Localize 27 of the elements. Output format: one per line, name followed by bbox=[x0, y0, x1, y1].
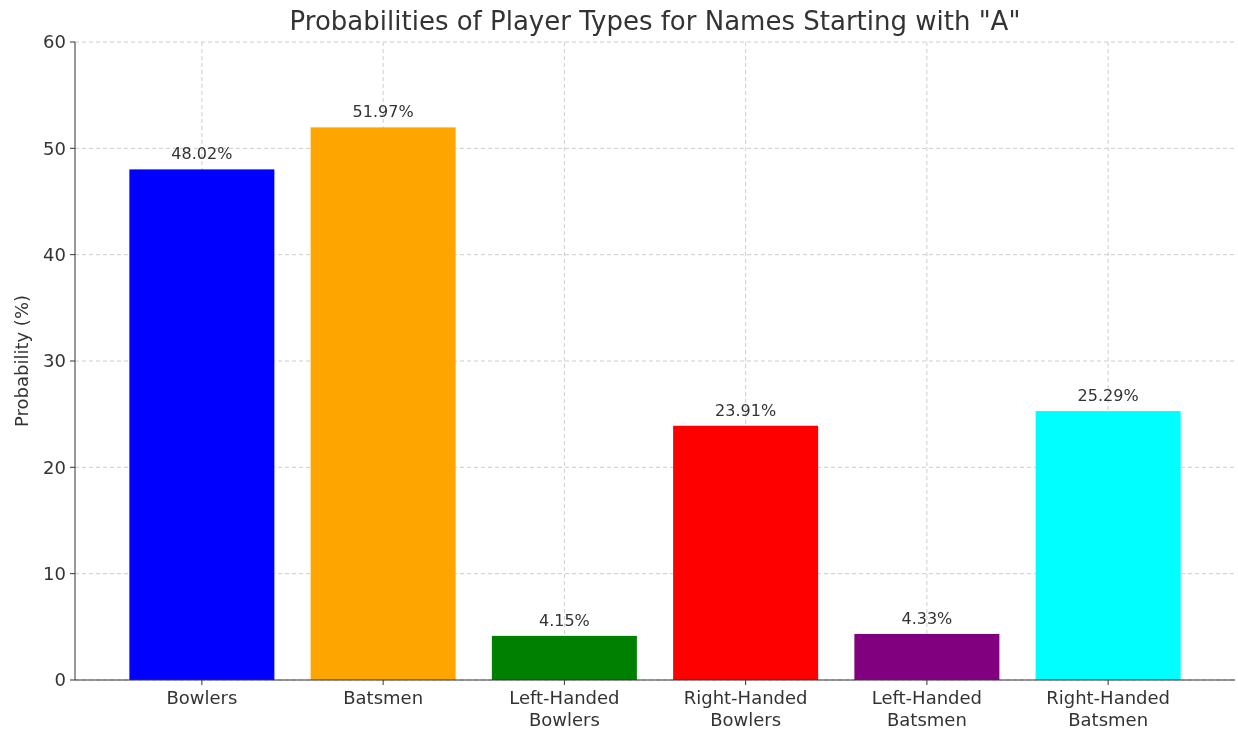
data-label: 4.33% bbox=[901, 608, 953, 628]
bar bbox=[673, 425, 819, 680]
y-tick-label: 50 bbox=[43, 137, 66, 159]
bar bbox=[129, 169, 275, 680]
y-tick-label: 40 bbox=[43, 243, 66, 265]
bar bbox=[854, 633, 1000, 680]
y-tick-label: 20 bbox=[43, 456, 66, 478]
data-label: 4.15% bbox=[538, 610, 590, 630]
x-tick-label: Left-Handed Batsmen bbox=[871, 687, 983, 730]
x-tick-label: Right-Handed Batsmen bbox=[1046, 687, 1171, 730]
bar bbox=[491, 635, 637, 680]
y-tick-label: 60 bbox=[43, 31, 66, 53]
bar bbox=[1035, 411, 1181, 680]
x-tick-label: Left-Handed Bowlers bbox=[509, 687, 620, 730]
x-tick-label: Right-Handed Bowlers bbox=[683, 687, 808, 730]
y-tick-label: 10 bbox=[43, 562, 66, 584]
data-label: 51.97% bbox=[352, 102, 414, 122]
bar bbox=[310, 127, 456, 680]
data-label: 25.29% bbox=[1077, 386, 1139, 406]
y-tick-label: 0 bbox=[54, 669, 66, 691]
chart-title: Probabilities of Player Types for Names Starting with "A" bbox=[289, 6, 1021, 36]
y-tick-label: 30 bbox=[43, 350, 66, 372]
y-axis-title: Probability (%) bbox=[11, 294, 32, 428]
x-tick-label: Bowlers bbox=[166, 687, 238, 708]
data-label: 23.91% bbox=[715, 400, 777, 420]
data-label: 48.02% bbox=[171, 144, 233, 164]
x-tick-label: Batsmen bbox=[343, 687, 424, 708]
